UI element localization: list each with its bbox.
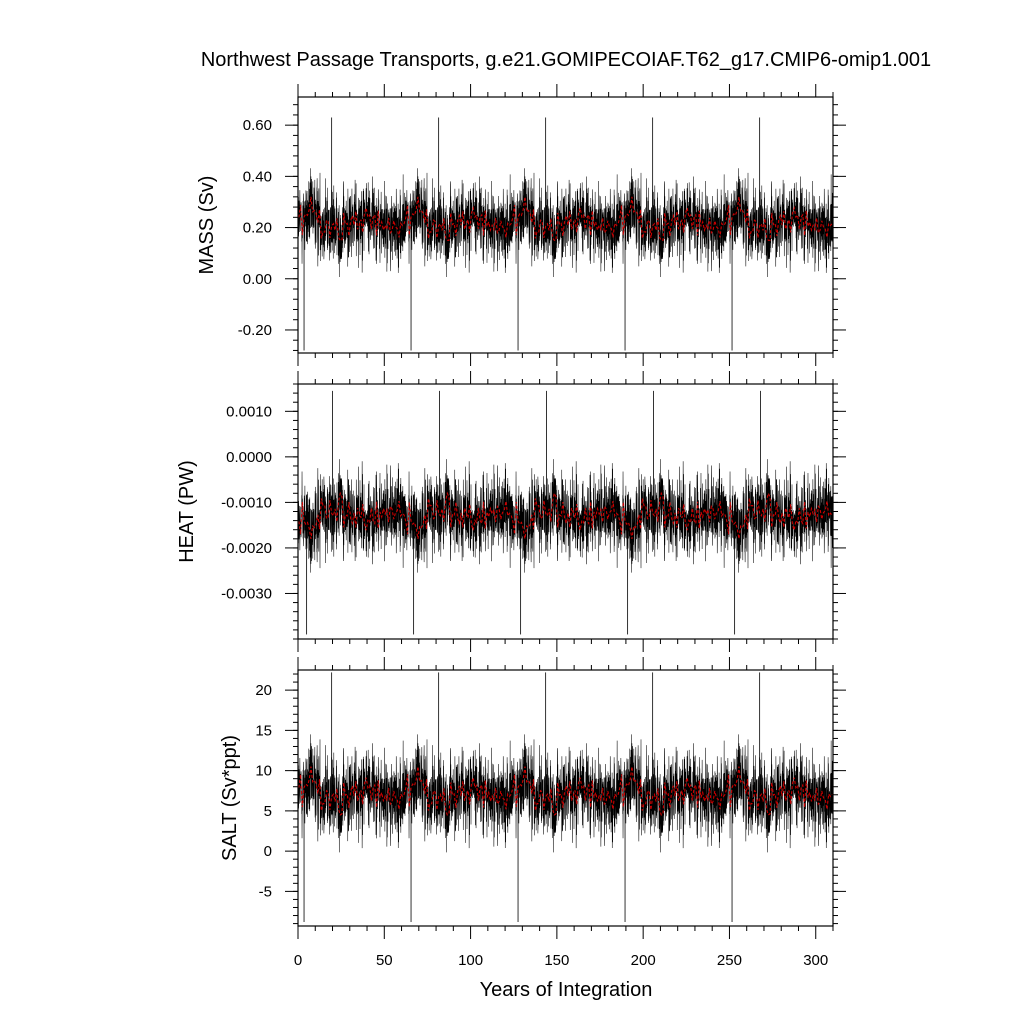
mass-monthly-line	[297, 168, 834, 278]
heat-monthly-series	[297, 390, 834, 635]
x-tick-label: 250	[717, 952, 742, 969]
panel-heat: 0.0010 0.0000 -0.0010 -0.0020 -0.0030 HEAT (…	[176, 371, 846, 652]
salt-y-tick-label: 20	[255, 682, 272, 699]
x-tick-labels: 0 50 100 150 200 250 300	[294, 952, 828, 969]
mass-y-tick-label: 0.60	[243, 117, 272, 134]
mass-annual-series	[298, 196, 833, 241]
x-tick-label: 50	[376, 952, 393, 969]
mass-axis-ticks: 0.60 0.40 0.20 0.00 -0.20	[238, 84, 846, 366]
heat-y-tick-label: 0.0000	[226, 449, 272, 466]
mass-y-tick-label: 0.00	[243, 271, 272, 288]
salt-annual-line	[298, 766, 833, 816]
panel-mass: 0.60 0.40 0.20 0.00 -0.20 MASS (Sv)	[196, 84, 846, 366]
salt-y-tick-label: -5	[259, 883, 272, 900]
heat-y-tick-label: -0.0030	[221, 585, 272, 602]
mass-monthly-series	[297, 117, 834, 351]
heat-annual-line	[298, 491, 833, 539]
heat-y-tick-label: -0.0020	[221, 540, 272, 557]
mass-y-tick-label: -0.20	[238, 322, 272, 339]
chart-title: Northwest Passage Transports, g.e21.GOMI…	[201, 49, 931, 71]
salt-axis-ticks: 20 15 10 5 0 -5	[255, 657, 846, 939]
salt-y-tick-label: 10	[255, 763, 272, 780]
salt-monthly-series	[297, 672, 834, 922]
salt-annual-series	[298, 766, 833, 816]
salt-y-tick-label: 15	[255, 722, 272, 739]
salt-y-tick-label: 0	[264, 843, 272, 860]
mass-y-tick-label: 0.20	[243, 220, 272, 237]
heat-axis-ticks: 0.0010 0.0000 -0.0010 -0.0020 -0.0030	[221, 371, 846, 652]
panel-salt: 20 15 10 5 0 -5 SALT (Sv*ppt)	[219, 657, 846, 939]
x-tick-label: 100	[458, 952, 483, 969]
salt-plot-frame	[297, 669, 834, 927]
salt-monthly-line	[297, 734, 834, 853]
salt-y-tick-label: 5	[264, 803, 272, 820]
salt-y-axis-label: SALT (Sv*ppt)	[219, 735, 241, 861]
mass-y-axis-label: MASS (Sv)	[196, 176, 218, 275]
heat-plot-frame	[297, 383, 834, 640]
x-tick-label: 150	[544, 952, 569, 969]
mass-y-tick-label: 0.40	[243, 168, 272, 185]
heat-y-axis-label: HEAT (PW)	[176, 460, 198, 563]
x-tick-label: 0	[294, 952, 302, 969]
heat-y-tick-label: -0.0010	[221, 494, 272, 511]
heat-annual-series	[298, 491, 833, 539]
heat-monthly-line	[297, 459, 834, 573]
mass-plot-frame	[297, 96, 834, 354]
x-tick-label: 300	[803, 952, 828, 969]
x-axis-label: Years of Integration	[480, 979, 653, 1001]
mass-annual-line	[298, 196, 833, 241]
heat-y-tick-label: 0.0010	[226, 403, 272, 420]
x-tick-label: 200	[631, 952, 656, 969]
